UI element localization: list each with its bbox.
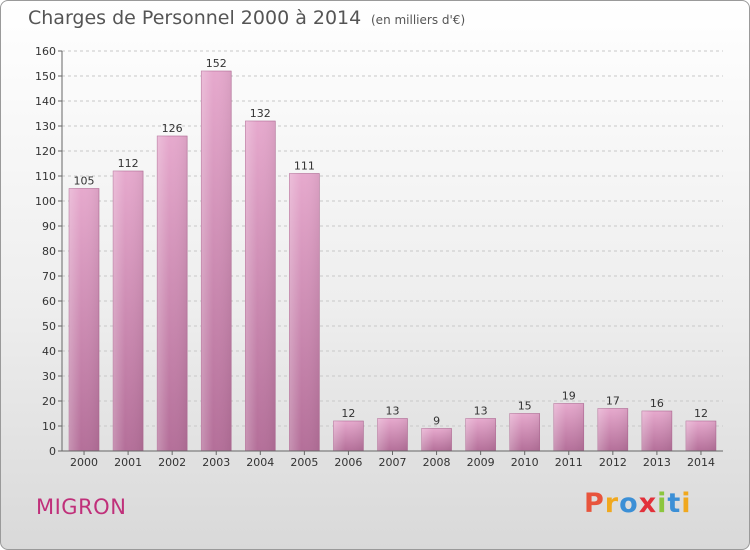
y-tick-label: 30 — [42, 370, 56, 383]
chart-subtitle: (en milliers d'€) — [371, 13, 466, 27]
bar-highlight — [69, 188, 100, 451]
logo-letter: x — [638, 488, 658, 519]
bar-highlight — [113, 171, 144, 451]
y-tick-label: 20 — [42, 395, 56, 408]
y-tick-label: 60 — [42, 295, 56, 308]
bar-highlight — [509, 413, 540, 451]
y-tick-label: 130 — [35, 120, 56, 133]
x-tick-label: 2007 — [379, 456, 407, 469]
data-label: 16 — [650, 397, 664, 410]
data-label: 19 — [562, 390, 576, 403]
bar-highlight — [597, 408, 628, 451]
x-tick-label: 2012 — [599, 456, 627, 469]
bar-highlight — [157, 136, 188, 451]
bar-highlight — [333, 421, 364, 451]
y-tick-label: 120 — [35, 145, 56, 158]
data-label: 152 — [206, 57, 227, 70]
bar-highlight — [377, 418, 408, 451]
data-label: 105 — [74, 175, 95, 188]
y-tick-label: 140 — [35, 95, 56, 108]
x-tick-label: 2003 — [202, 456, 230, 469]
x-tick-label: 2004 — [246, 456, 274, 469]
commune-name: MIGRON — [36, 495, 127, 519]
bar-highlight — [421, 428, 452, 451]
x-tick-label: 2000 — [70, 456, 98, 469]
x-tick-label: 2014 — [687, 456, 715, 469]
data-label: 13 — [474, 405, 488, 418]
x-tick-label: 2002 — [158, 456, 186, 469]
y-tick-label: 100 — [35, 195, 56, 208]
data-label: 111 — [294, 160, 315, 173]
y-tick-label: 80 — [42, 245, 56, 258]
y-tick-label: 40 — [42, 345, 56, 358]
logo-letter: o — [619, 488, 639, 519]
logo-letter: i — [657, 488, 668, 519]
data-label: 126 — [162, 122, 183, 135]
bar-highlight — [245, 121, 276, 451]
data-label: 13 — [386, 405, 400, 418]
bar-highlight — [685, 421, 716, 451]
x-tick-label: 2011 — [555, 456, 583, 469]
y-tick-label: 0 — [49, 445, 56, 458]
x-tick-label: 2006 — [334, 456, 362, 469]
data-label: 132 — [250, 107, 271, 120]
proxiti-logo: Proxiti — [584, 488, 692, 519]
data-label: 112 — [118, 157, 139, 170]
y-tick-label: 160 — [35, 45, 56, 58]
bar-highlight — [641, 411, 672, 451]
logo-letter: P — [584, 488, 605, 519]
y-tick-label: 70 — [42, 270, 56, 283]
logo-letter: i — [681, 488, 692, 519]
data-label: 15 — [518, 400, 532, 413]
y-tick-label: 10 — [42, 420, 56, 433]
bar-highlight — [553, 403, 584, 451]
data-label: 12 — [694, 407, 708, 420]
data-label: 12 — [341, 407, 355, 420]
logo-letter: t — [667, 488, 682, 519]
bar-highlight — [289, 173, 320, 451]
y-tick-label: 50 — [42, 320, 56, 333]
chart-title: Charges de Personnel 2000 à 2014 — [28, 7, 362, 29]
x-tick-label: 2013 — [643, 456, 671, 469]
data-label: 9 — [433, 415, 440, 428]
x-tick-label: 2001 — [114, 456, 142, 469]
x-tick-label: 2008 — [423, 456, 451, 469]
x-tick-label: 2009 — [467, 456, 495, 469]
y-tick-label: 90 — [42, 220, 56, 233]
x-tick-label: 2010 — [511, 456, 539, 469]
x-tick-label: 2005 — [290, 456, 318, 469]
bar-highlight — [201, 71, 232, 451]
logo-letter: r — [604, 488, 620, 519]
y-tick-label: 110 — [35, 170, 56, 183]
y-tick-label: 150 — [35, 70, 56, 83]
bar-highlight — [465, 418, 496, 451]
data-label: 17 — [606, 395, 620, 408]
